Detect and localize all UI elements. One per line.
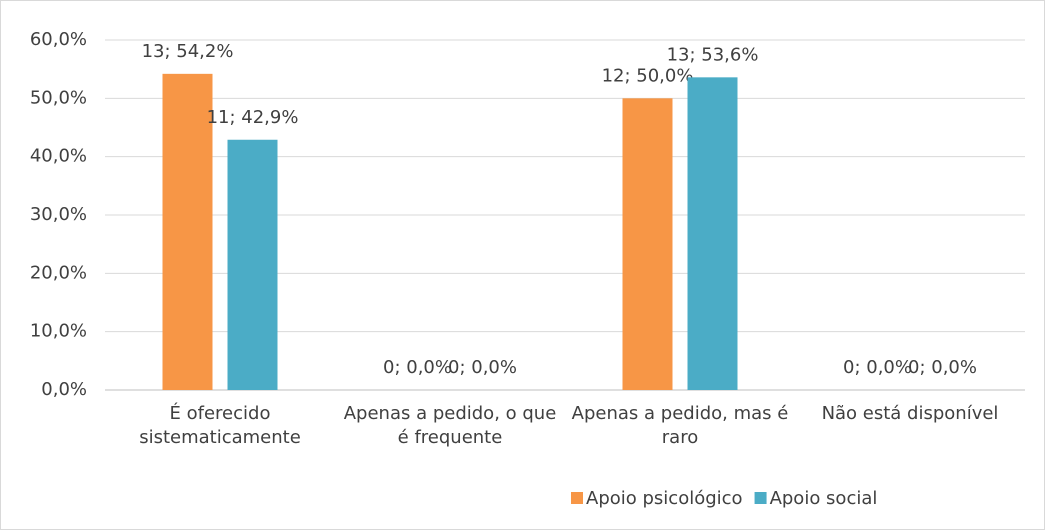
bar [687, 77, 738, 390]
data-label: 13; 54,2% [142, 41, 234, 62]
data-label: 0; 0,0% [843, 357, 912, 378]
x-tick-label: Apenas a pedido, o que é frequente [343, 403, 557, 448]
bar [227, 139, 278, 390]
data-label: 0; 0,0% [908, 357, 977, 378]
data-label: 0; 0,0% [383, 357, 452, 378]
bar [162, 73, 213, 390]
data-label: 11; 42,9% [207, 107, 299, 128]
y-tick-label: 50,0% [30, 87, 87, 108]
legend-label: Apoio psicológico [586, 488, 743, 509]
x-tick-label: É oferecido sistematicamente [139, 403, 301, 448]
legend-swatch [754, 492, 767, 504]
y-tick-label: 20,0% [30, 262, 87, 283]
legend-swatch [571, 492, 583, 504]
bar [622, 98, 673, 390]
y-tick-label: 10,0% [30, 321, 87, 342]
y-tick-label: 0,0% [41, 379, 87, 400]
data-label: 13; 53,6% [667, 44, 759, 65]
x-tick-label: Apenas a pedido, mas é raro [571, 403, 789, 448]
y-tick-label: 60,0% [30, 29, 87, 50]
x-tick-label: Não está disponível [821, 403, 999, 424]
data-label: 0; 0,0% [448, 357, 517, 378]
y-tick-label: 30,0% [30, 204, 87, 225]
data-label: 12; 50,0% [602, 65, 694, 86]
legend-label: Apoio social [770, 488, 878, 509]
y-tick-label: 40,0% [30, 146, 87, 167]
